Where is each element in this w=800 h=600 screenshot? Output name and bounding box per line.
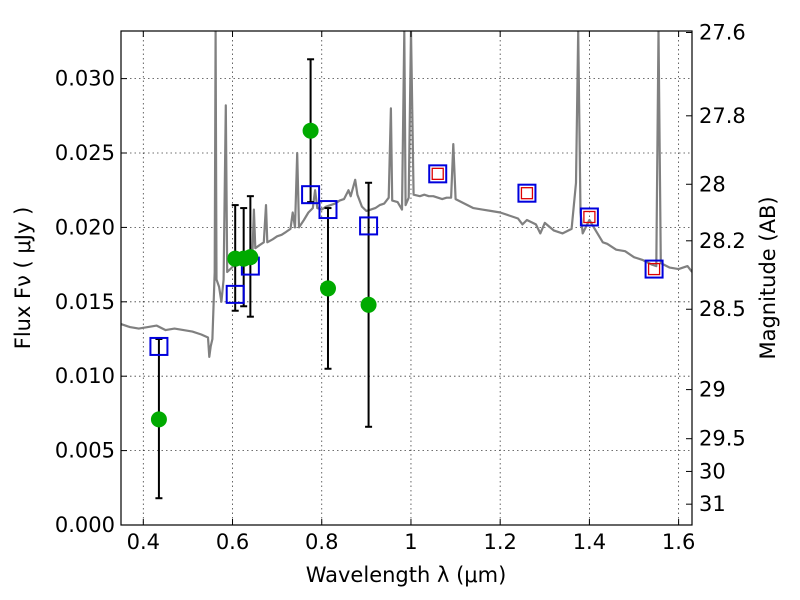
y-axis-label: Flux Fν ( μJy ) [11,207,35,350]
x-tick-label: 0.8 [305,530,338,554]
model-flux-square [301,185,321,205]
photometry-point [242,249,259,266]
mag-tick-label: 27.6 [699,20,746,44]
grid [121,31,692,526]
x-tick-label: 1.4 [573,530,606,554]
observed-nir-square [431,167,444,180]
y-tick-label: 0.010 [55,364,115,388]
mag-tick-label: 28 [699,172,726,196]
y-tick-label: 0.025 [55,141,115,165]
y-tick-label: 0.030 [55,67,115,91]
model-flux-square [318,200,338,220]
photometry-point [150,411,167,428]
mag-tick-label: 28.2 [699,229,746,253]
mag-tick-label: 27.8 [699,104,746,128]
mag-tick-label: 30 [699,459,726,483]
mag-tick-label: 29 [699,378,726,402]
model-spectrum-layer [121,31,692,358]
model-flux-square [149,336,169,356]
y-tick-label: 0.015 [55,290,115,314]
y-tick-label: 0.005 [55,439,115,463]
mag-tick-label: 31 [699,492,726,516]
y-axis-right-label: Magnitude (AB) [756,196,780,359]
x-tick-label: 0.6 [216,530,249,554]
mag-tick-label: 29.5 [699,427,746,451]
x-tick-label: 1.2 [483,530,516,554]
observed-nir-square [583,210,596,224]
x-axis-label: Wavelength λ (μm) [306,563,507,587]
observed-nir-square [520,187,534,200]
x-tick-label: 1.6 [662,530,695,554]
model-flux-square [359,216,379,236]
y-tick-label: 0.000 [55,513,115,537]
x-tick-label: 1 [404,530,417,554]
model-spectrum-line [121,31,692,358]
plot-frame [120,30,693,526]
photometry-point [360,296,377,313]
model-flux-square [644,259,664,279]
model-flux-square [428,164,448,184]
axis-ticks: 0.4 0.6 0.8 1 1.2 1.4 1.6 0.000 0.005 0.010 0.015 0… [55,20,746,554]
photometry-point [302,122,319,139]
x-tick-label: 0.4 [127,530,160,554]
y-tick-label: 0.020 [55,215,115,239]
observed-nir-square [647,262,661,276]
model-flux-square [225,284,245,304]
photometry-point [319,280,336,297]
mag-tick-label: 28.5 [699,297,746,321]
model-flux-square [579,207,599,227]
model-flux-square [517,183,537,203]
data-points-layer [149,58,664,500]
